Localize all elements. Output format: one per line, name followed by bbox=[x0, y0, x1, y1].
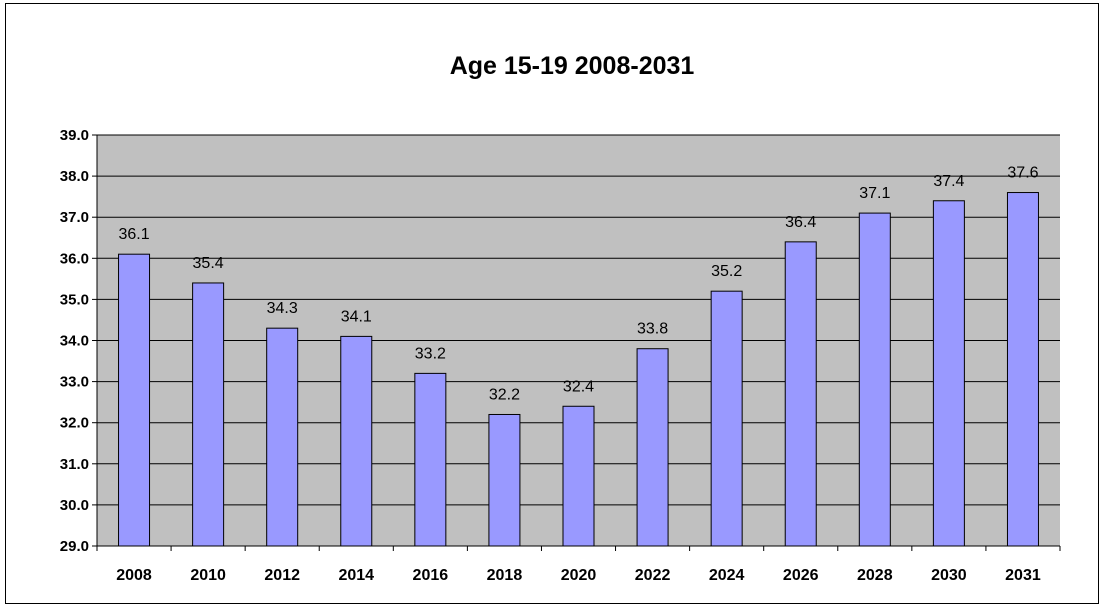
bar bbox=[118, 253, 151, 547]
bar bbox=[192, 282, 225, 547]
x-tick-label: 2008 bbox=[116, 567, 152, 584]
y-tick-label: 37.0 bbox=[60, 209, 89, 226]
data-label: 36.4 bbox=[785, 214, 816, 231]
data-label: 35.4 bbox=[193, 255, 224, 272]
data-label: 32.4 bbox=[563, 378, 594, 395]
data-label: 37.1 bbox=[859, 185, 890, 202]
bar bbox=[858, 212, 891, 547]
data-label: 37.6 bbox=[1007, 165, 1038, 182]
data-label: 33.8 bbox=[637, 321, 668, 338]
x-tick-label: 2012 bbox=[264, 567, 300, 584]
bar bbox=[266, 327, 299, 547]
bar bbox=[340, 335, 373, 547]
chart-title: Age 15-19 2008-2031 bbox=[449, 52, 695, 80]
bar bbox=[1006, 192, 1039, 547]
data-label: 35.2 bbox=[711, 263, 742, 280]
x-tick-label: 2028 bbox=[857, 567, 893, 584]
y-tick-label: 35.0 bbox=[60, 291, 89, 308]
data-label: 32.2 bbox=[489, 386, 520, 403]
y-tick-label: 32.0 bbox=[60, 415, 89, 432]
bar bbox=[414, 372, 447, 547]
x-tick-label: 2031 bbox=[1005, 567, 1041, 584]
data-label: 34.3 bbox=[267, 300, 298, 317]
y-tick-label: 36.0 bbox=[60, 250, 89, 267]
bar bbox=[710, 290, 743, 547]
bar bbox=[932, 200, 965, 547]
y-tick-label: 33.0 bbox=[60, 374, 89, 391]
x-tick-label: 2020 bbox=[561, 567, 597, 584]
x-tick-label: 2024 bbox=[709, 567, 745, 584]
bar bbox=[562, 405, 595, 547]
bar bbox=[636, 348, 669, 547]
bar bbox=[488, 413, 521, 547]
x-tick-label: 2030 bbox=[931, 567, 967, 584]
x-tick-label: 2014 bbox=[338, 567, 374, 584]
data-label: 36.1 bbox=[118, 226, 149, 243]
x-tick-label: 2018 bbox=[487, 567, 523, 584]
x-tick-label: 2022 bbox=[635, 567, 671, 584]
data-label: 33.2 bbox=[415, 345, 446, 362]
y-tick-label: 38.0 bbox=[60, 168, 89, 185]
x-tick-label: 2010 bbox=[190, 567, 226, 584]
data-label: 37.4 bbox=[933, 173, 964, 190]
y-tick-label: 39.0 bbox=[60, 127, 89, 144]
y-tick-label: 29.0 bbox=[60, 538, 89, 555]
bar bbox=[784, 241, 817, 547]
x-tick-label: 2016 bbox=[413, 567, 449, 584]
data-label: 34.1 bbox=[341, 308, 372, 325]
y-tick-label: 34.0 bbox=[60, 333, 89, 350]
y-tick-label: 31.0 bbox=[60, 456, 89, 473]
y-tick-label: 30.0 bbox=[60, 497, 89, 514]
x-tick-label: 2026 bbox=[783, 567, 819, 584]
